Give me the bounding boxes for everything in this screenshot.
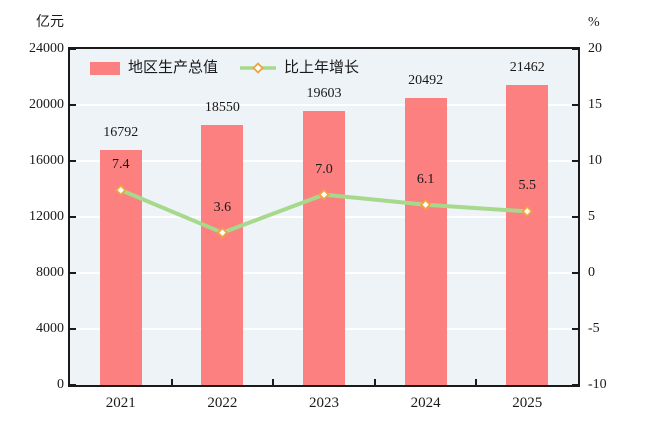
left-axis-tick-label: 4000 xyxy=(36,321,64,336)
bar-value-label-2025: 21462 xyxy=(509,59,545,75)
left-axis-tick xyxy=(70,384,76,386)
left-axis-tick-label: 24000 xyxy=(29,41,64,56)
bar-value-label-2021: 16792 xyxy=(103,124,139,140)
growth-marker-2023 xyxy=(318,188,330,201)
right-axis-tick-label: 0 xyxy=(588,265,595,280)
legend-label-gdp: 地区生产总值 xyxy=(128,60,219,76)
bar-2025 xyxy=(506,84,549,385)
bar-2023 xyxy=(303,110,345,385)
x-axis-tick xyxy=(475,379,478,385)
left-axis-tick-label: 12000 xyxy=(29,209,64,224)
right-axis-tick-label: -5 xyxy=(588,321,600,336)
left-axis-tick xyxy=(70,272,76,274)
legend-bar-swatch-icon xyxy=(90,61,120,75)
growth-value-label-2024: 6.1 xyxy=(416,171,435,187)
gridline xyxy=(70,104,578,106)
bar-value-label-2023: 19603 xyxy=(306,85,342,101)
right-axis-tick-label: -10 xyxy=(588,377,607,392)
right-axis-tick xyxy=(572,216,578,218)
growth-value-label-2022: 3.6 xyxy=(213,199,232,215)
x-axis-label-2021: 2021 xyxy=(105,395,136,411)
left-axis-tick xyxy=(70,328,76,330)
x-axis-label-2023: 2023 xyxy=(309,395,339,411)
right-axis-tick-label: 5 xyxy=(588,209,595,224)
growth-marker-2025 xyxy=(521,205,533,218)
growth-marker-2021 xyxy=(115,184,127,196)
x-axis-tick xyxy=(373,379,376,385)
x-axis-label-2022: 2022 xyxy=(207,395,238,411)
left-axis-tick-label: 8000 xyxy=(36,265,64,280)
x-axis-label-2024: 2024 xyxy=(410,395,441,411)
left-axis-unit-label: 亿元 xyxy=(36,15,64,30)
right-axis-tick xyxy=(572,48,578,50)
left-axis-tick-label: 16000 xyxy=(29,153,64,168)
right-axis-unit-label: % xyxy=(588,15,600,30)
growth-value-label-2021: 7.4 xyxy=(112,157,130,173)
left-axis-tick xyxy=(70,216,76,218)
bar-2022 xyxy=(201,125,244,385)
left-axis-tick xyxy=(70,160,76,162)
chart-legend: 地区生产总值 比上年增长 xyxy=(90,59,359,77)
growth-marker-2022 xyxy=(216,226,229,239)
growth-value-label-2023: 7.0 xyxy=(315,161,333,177)
x-axis-tick xyxy=(272,379,275,385)
right-axis-tick xyxy=(572,272,578,274)
right-axis-tick xyxy=(572,384,578,386)
right-axis-tick-label: 15 xyxy=(588,97,602,112)
bar-2024 xyxy=(404,98,447,385)
left-axis-tick xyxy=(70,48,76,50)
right-axis-tick xyxy=(572,104,578,106)
right-axis-tick xyxy=(572,328,578,330)
growth-marker-2024 xyxy=(419,198,432,211)
growth-value-label-2025: 5.5 xyxy=(518,178,536,194)
bar-value-label-2024: 20492 xyxy=(408,73,444,89)
left-axis-tick xyxy=(70,104,76,106)
x-axis-tick xyxy=(170,379,173,385)
right-axis-tick xyxy=(572,160,578,162)
bar-value-label-2022: 18550 xyxy=(204,100,240,116)
left-axis-tick-label: 0 xyxy=(57,377,64,392)
x-axis-label-2025: 2025 xyxy=(512,395,543,411)
legend-line-marker-icon xyxy=(240,62,277,74)
right-axis-tick-label: 20 xyxy=(588,41,602,56)
right-axis-tick-label: 10 xyxy=(588,153,602,168)
left-axis-tick-label: 20000 xyxy=(29,97,64,112)
legend-label-growth: 比上年增长 xyxy=(284,60,360,76)
growth-line-layer xyxy=(115,184,533,239)
legend-diamond-marker-icon xyxy=(252,62,264,74)
legend-line-glyph xyxy=(240,62,277,74)
